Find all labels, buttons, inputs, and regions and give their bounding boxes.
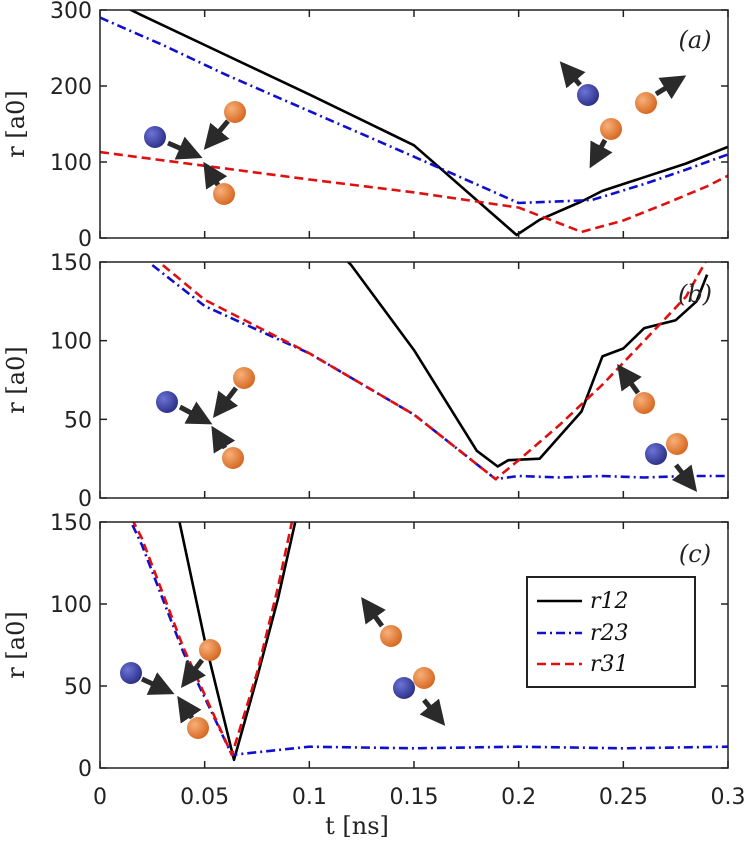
- x-tick-label: 0.15: [390, 785, 439, 810]
- orange-atom-icon: [187, 717, 209, 739]
- arrow-icon: [589, 138, 613, 169]
- y-tick-label: 300: [50, 0, 92, 24]
- legend-label-r31: r31: [590, 652, 629, 677]
- blue-atom-icon: [393, 677, 415, 699]
- x-tick-label: 0.05: [180, 785, 229, 810]
- arrow-icon: [140, 672, 175, 695]
- x-axis-ticks: 0 0.05 0.1 0.15 0.2 0.25 0.3: [93, 785, 746, 810]
- blue-atom-icon: [577, 84, 599, 106]
- arrow-icon: [361, 596, 386, 628]
- arrow-icon: [203, 161, 228, 190]
- orange-atom-icon: [224, 101, 246, 123]
- series-line-r31: [161, 262, 707, 481]
- y-tick-label: 150: [50, 251, 92, 276]
- collision-sketch-c: [120, 639, 221, 739]
- orange-atom-icon: [600, 118, 622, 140]
- legend-box: [526, 576, 696, 688]
- arrow-icon: [654, 75, 687, 100]
- arrow-icon: [181, 658, 206, 688]
- panel-a-label: (a): [678, 26, 711, 54]
- arrow-icon: [203, 119, 230, 150]
- y-tick-label: 50: [64, 408, 92, 433]
- y-tick-label: 100: [50, 151, 92, 176]
- orange-atom-icon: [213, 183, 235, 205]
- orange-atom-icon: [633, 392, 655, 414]
- y-tick-label: 0: [78, 227, 92, 252]
- x-tick-label: 0.1: [292, 785, 327, 810]
- series-line-r31: [132, 522, 294, 757]
- blue-atom-icon: [645, 443, 667, 465]
- orange-atom-icon: [380, 625, 402, 647]
- x-tick-label: 0.3: [711, 785, 746, 810]
- arrow-icon: [178, 401, 213, 425]
- arrow-icon: [559, 61, 586, 89]
- blue-atom-icon: [156, 391, 178, 413]
- x-tick-label: 0.2: [501, 785, 536, 810]
- y-axis-label-a: r [a0]: [2, 90, 30, 157]
- panel-a: 0 100 200 300 (a) r [a0]: [2, 0, 729, 252]
- y-tick-label: 50: [64, 675, 92, 700]
- breakup-sketch-c: [361, 596, 446, 726]
- orange-atom-icon: [635, 92, 657, 114]
- panel-c-label: (c): [679, 540, 711, 568]
- arrow-icon: [177, 695, 202, 724]
- orange-atom-icon: [199, 639, 221, 661]
- arrow-icon: [167, 136, 203, 160]
- series-line-r23: [100, 16, 728, 205]
- orange-atom-icon: [222, 447, 244, 469]
- panel-b: 0 50 100 150 (b) r [a0]: [2, 251, 729, 512]
- y-tick-label: 150: [50, 511, 92, 536]
- y-tick-label: 200: [50, 75, 92, 100]
- breakup-sketch-a: [559, 61, 687, 169]
- orange-atom-icon: [666, 433, 688, 455]
- legend: r12 r23 r31: [526, 576, 696, 688]
- x-tick-label: 0: [93, 785, 107, 810]
- blue-atom-icon: [120, 662, 142, 684]
- x-axis-label: t [ns]: [325, 812, 389, 840]
- series-line-r12: [346, 262, 709, 468]
- series-line-r12: [128, 10, 728, 237]
- series-line-r23: [129, 522, 728, 757]
- y-tick-label: 0: [78, 757, 92, 782]
- legend-label-r23: r23: [590, 621, 629, 646]
- y-tick-label: 0: [78, 487, 92, 512]
- arrow-icon: [419, 698, 446, 726]
- orange-atom-icon: [233, 367, 255, 389]
- panel-a-frame: [99, 9, 729, 239]
- series-line-r31: [100, 150, 728, 234]
- orange-atom-icon: [413, 667, 435, 689]
- legend-label-r12: r12: [590, 589, 629, 614]
- y-tick-label: 100: [50, 330, 92, 355]
- breakup-sketch-b: [617, 363, 698, 492]
- blue-atom-icon: [144, 126, 166, 148]
- panel-b-frame: [99, 261, 729, 499]
- collision-sketch-b: [156, 367, 255, 469]
- arrow-icon: [617, 363, 642, 395]
- arrow-icon: [212, 386, 239, 418]
- series-line-r12: [178, 522, 297, 762]
- y-axis-label-b: r [a0]: [2, 346, 30, 413]
- x-tick-label: 0.25: [599, 785, 648, 810]
- arrow-icon: [671, 463, 698, 492]
- collision-sketch-a: [144, 101, 246, 205]
- panel-b-label: (b): [678, 280, 712, 308]
- y-axis-label-c: r [a0]: [2, 611, 30, 678]
- y-tick-label: 100: [50, 593, 92, 618]
- panel-c-frame: [99, 521, 729, 769]
- arrow-icon: [211, 425, 236, 454]
- panel-c: 0 50 100 150 (c) r [a0] r12 r23 r31: [2, 511, 729, 782]
